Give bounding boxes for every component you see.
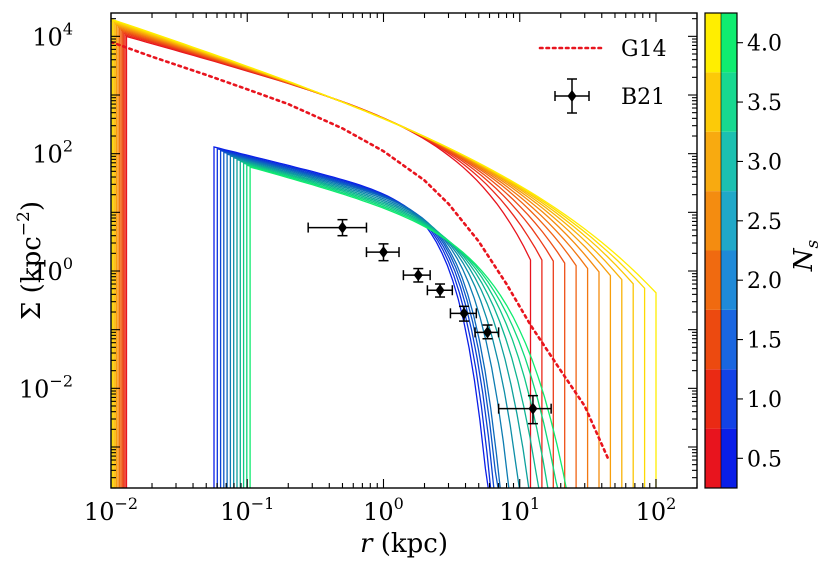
x-tick-label-4: 102 xyxy=(636,494,677,526)
x-tick-label-3: 101 xyxy=(499,494,540,526)
colorbar-band-left-3 xyxy=(705,250,721,310)
b21-data-points xyxy=(307,218,552,425)
b21-marker-3 xyxy=(435,284,445,297)
profile-line-low-11 xyxy=(249,166,567,488)
colorbar-tick-label-1: 1.0 xyxy=(747,388,782,413)
colorbar-tick-label-6: 3.5 xyxy=(747,91,782,116)
y-tick-label-2: 102 xyxy=(32,137,73,169)
profile-line-high-2 xyxy=(123,32,554,488)
y-axis-label-text: Σ (kpc−2) xyxy=(14,201,47,320)
profile-line-high-4 xyxy=(120,29,577,488)
profile-line-low-10 xyxy=(246,164,559,488)
profile-line-high-1 xyxy=(124,34,543,488)
colorbar-band-right-4 xyxy=(721,191,737,251)
x-axis-ticks: 10−2 10−1 100 101 102 xyxy=(84,13,698,526)
colorbar-band-right-5 xyxy=(721,131,737,192)
colorbar-band-right-7 xyxy=(721,13,737,73)
b21-point-4 xyxy=(449,305,478,322)
y-tick-label-0: 10−2 xyxy=(19,371,73,403)
colorbar-tick-label-2: 1.5 xyxy=(747,329,782,354)
colorbar-band-left-0 xyxy=(705,428,721,488)
profile-line-low-8 xyxy=(239,160,540,488)
x-axis-label-text: r (kpc) xyxy=(360,529,448,559)
colorbar-tick-label-3: 2.0 xyxy=(747,269,782,294)
profile-line-low-4 xyxy=(226,153,501,488)
colorbar-band-right-2 xyxy=(721,309,737,370)
b21-point-6 xyxy=(497,394,552,425)
y-axis-label: Σ (kpc−2) xyxy=(14,201,47,320)
profile-line-low-0 xyxy=(213,146,489,488)
b21-marker-5 xyxy=(483,326,493,339)
b21-marker-2 xyxy=(413,269,423,282)
colorbar-label: Ns xyxy=(789,239,823,272)
colorbar-band-right-3 xyxy=(721,250,737,310)
profile-line-high-7 xyxy=(115,24,612,488)
legend-b21-swatch xyxy=(554,78,590,114)
profile-line-low-2 xyxy=(219,149,495,488)
colorbar-band-left-4 xyxy=(705,191,721,251)
legend-b21-marker xyxy=(567,90,577,102)
colorbar-band-left-6 xyxy=(705,72,721,132)
colorbar-tick-label-7: 4.0 xyxy=(747,32,782,57)
colorbar-band-left-7 xyxy=(705,13,721,73)
profile-line-high-5 xyxy=(118,27,589,488)
x-axis-label: r (kpc) xyxy=(360,529,448,559)
profile-line-high-3 xyxy=(121,30,566,488)
legend-g14-label: G14 xyxy=(621,37,667,62)
b21-marker-1 xyxy=(378,246,388,259)
colorbar-band-right-6 xyxy=(721,72,737,132)
legend: G14 B21 xyxy=(538,37,667,114)
g14-curve-group xyxy=(111,40,611,462)
y-tick-label-1: 100 xyxy=(32,254,73,286)
b21-point-1 xyxy=(365,243,400,262)
colorbar-tick-label-0: 0.5 xyxy=(747,447,782,472)
b21-point-5 xyxy=(474,324,500,340)
b21-point-3 xyxy=(426,283,454,298)
x-tick-label-1: 10−1 xyxy=(220,494,274,526)
b21-marker-0 xyxy=(337,221,347,234)
colorbar: 0.5 1.0 1.5 2.0 2.5 3.0 3.5 4.0 Ns xyxy=(704,12,823,489)
colorbar-tick-label-4: 2.5 xyxy=(747,210,782,235)
colorbar-band-right-0 xyxy=(721,428,737,488)
profile-line-low-6 xyxy=(233,156,520,488)
plot-frame xyxy=(110,12,698,489)
b21-point-0 xyxy=(307,218,368,237)
b21-marker-6 xyxy=(528,402,538,415)
legend-b21-label: B21 xyxy=(621,85,665,110)
colorbar-band-left-1 xyxy=(705,369,721,429)
profile-line-high-11 xyxy=(111,18,657,488)
profile-line-high-8 xyxy=(114,22,623,488)
colorbar-band-right-1 xyxy=(721,369,737,429)
profile-line-low-5 xyxy=(229,155,510,488)
colorbar-band-left-5 xyxy=(705,131,721,192)
x-tick-label-2: 100 xyxy=(363,494,404,526)
model-profiles xyxy=(111,18,657,488)
y-axis-ticks: 10−2 100 102 104 xyxy=(19,18,697,489)
profile-line-low-7 xyxy=(236,158,530,488)
b21-point-2 xyxy=(402,267,431,283)
b21-marker-4 xyxy=(459,307,469,320)
colorbar-tick-label-5: 3.0 xyxy=(747,150,782,175)
g14-curve xyxy=(111,40,611,462)
y-tick-label-3: 104 xyxy=(32,19,73,51)
profile-line-low-9 xyxy=(242,162,549,488)
profile-line-low-1 xyxy=(216,147,492,488)
colorbar-band-left-2 xyxy=(705,309,721,370)
x-tick-label-0: 10−2 xyxy=(84,494,138,526)
